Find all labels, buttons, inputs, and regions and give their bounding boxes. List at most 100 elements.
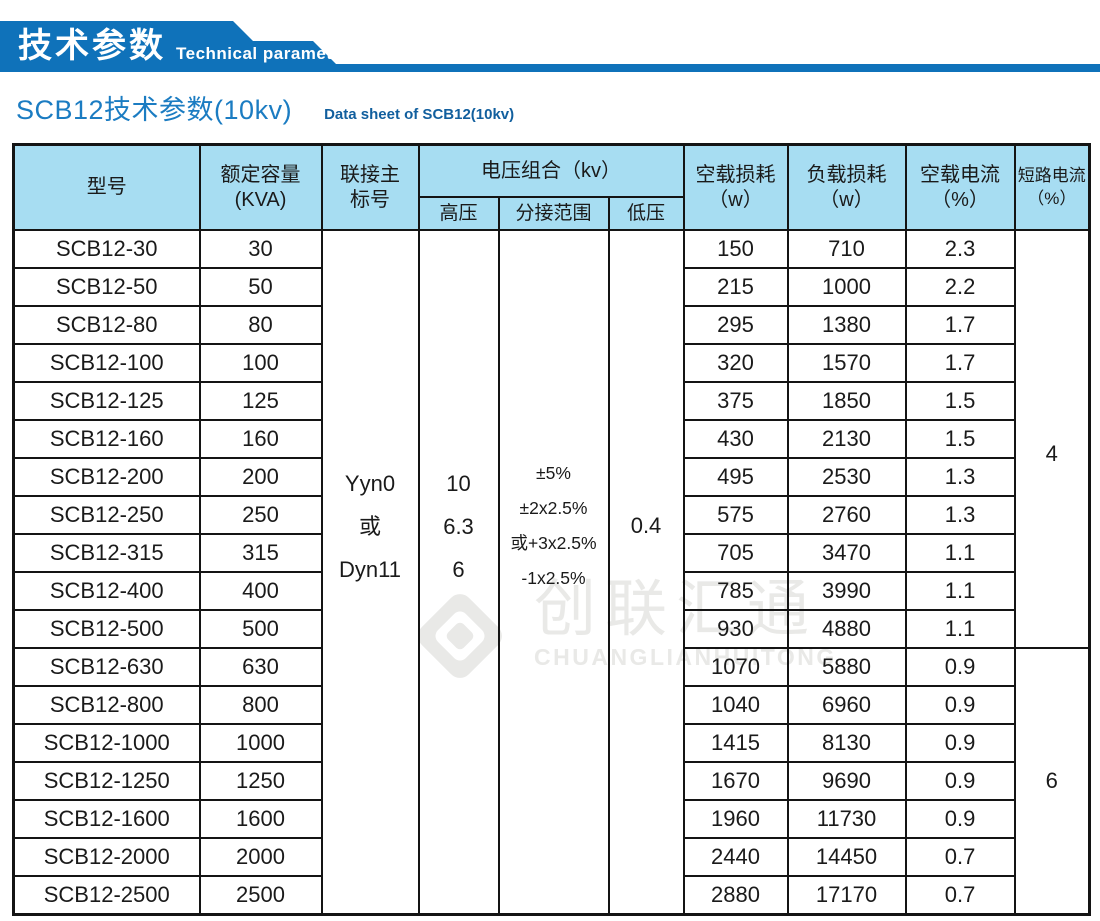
table-row: SCB12-80 80 295 1380 1.7 xyxy=(12,305,1090,345)
header-connection: 联接主 标号 xyxy=(320,143,420,231)
no-load-loss-cell: 320 xyxy=(682,343,789,383)
header-no-load-current: 空载电流 （%） xyxy=(904,143,1016,231)
no-load-loss-cell: 2440 xyxy=(682,837,789,877)
no-load-current-cell: 0.9 xyxy=(904,723,1016,763)
no-load-loss-cell: 930 xyxy=(682,609,789,649)
load-loss-cell: 14450 xyxy=(786,837,907,877)
no-load-current-cell: 1.1 xyxy=(904,571,1016,611)
no-load-loss-cell: 705 xyxy=(682,533,789,573)
no-load-current-cell: 1.3 xyxy=(904,457,1016,497)
load-loss-cell: 1380 xyxy=(786,305,907,345)
table-row: SCB12-100 100 320 1570 1.7 xyxy=(12,343,1090,383)
capacity-cell: 2000 xyxy=(198,837,323,877)
no-load-current-cell: 0.9 xyxy=(904,685,1016,725)
table-header: 型号 额定容量 (KVA) 联接主 标号 电压组合（kv） 空载损耗 （w） 负载损耗… xyxy=(12,143,1091,231)
header-short-circuit-current: 短路电流 （%） xyxy=(1013,143,1091,231)
table-row: SCB12-250 250 575 2760 1.3 xyxy=(12,495,1090,535)
model-cell: SCB12-200 xyxy=(12,457,201,497)
table-body: SCB12-30 30 Yyn0 或 Dyn11 10 6.3 6 ±5% ±2x2.5% 或+3x… xyxy=(12,229,1091,916)
connection-cell-text: Yyn0 或 Dyn11 xyxy=(339,470,401,582)
banner-ribbon xyxy=(0,21,1100,72)
no-load-current-cell: 0.9 xyxy=(904,647,1016,687)
table-row: SCB12-125 125 375 1850 1.5 xyxy=(12,381,1090,421)
capacity-cell: 500 xyxy=(198,609,323,649)
lv-cell: 0.4 xyxy=(607,229,685,916)
table-row: SCB12-1600 1600 1960 11730 0.9 xyxy=(12,799,1090,839)
load-loss-cell: 1570 xyxy=(786,343,907,383)
load-loss-cell: 2530 xyxy=(786,457,907,497)
no-load-loss-cell: 1040 xyxy=(682,685,789,725)
no-load-loss-cell: 1415 xyxy=(682,723,789,763)
banner-title-cn: 技术参数 xyxy=(18,27,166,65)
load-loss-cell: 5880 xyxy=(786,647,907,687)
load-loss-cell: 3990 xyxy=(786,571,907,611)
header-no-load-loss: 空载损耗 （w） xyxy=(682,143,789,231)
no-load-current-cell: 1.1 xyxy=(904,609,1016,649)
no-load-current-cell: 1.7 xyxy=(904,343,1016,383)
model-cell: SCB12-100 xyxy=(12,343,201,383)
short-circuit-cell: 4 xyxy=(1013,229,1091,649)
capacity-cell: 630 xyxy=(198,647,323,687)
tap-range-cell: ±5% ±2x2.5% 或+3x2.5% -1x2.5% xyxy=(497,229,610,916)
table-row: SCB12-500 500 930 4880 1.1 xyxy=(12,609,1090,649)
capacity-cell: 50 xyxy=(198,267,323,307)
capacity-cell: 160 xyxy=(198,419,323,459)
no-load-loss-cell: 495 xyxy=(682,457,789,497)
no-load-loss-cell: 2880 xyxy=(682,875,789,916)
table-row: SCB12-800 800 1040 6960 0.9 xyxy=(12,685,1090,725)
model-cell: SCB12-250 xyxy=(12,495,201,535)
hv-cell-text: 10 6.3 6 xyxy=(443,470,474,582)
capacity-cell: 1250 xyxy=(198,761,323,801)
connection-cell: Yyn0 或 Dyn11 xyxy=(320,229,420,916)
no-load-loss-cell: 375 xyxy=(682,381,789,421)
table-row: SCB12-200 200 495 2530 1.3 xyxy=(12,457,1090,497)
capacity-cell: 250 xyxy=(198,495,323,535)
capacity-cell: 1600 xyxy=(198,799,323,839)
tap-range-cell-text: ±5% ±2x2.5% 或+3x2.5% -1x2.5% xyxy=(510,463,597,588)
load-loss-cell: 9690 xyxy=(786,761,907,801)
table-row: SCB12-1250 1250 1670 9690 0.9 xyxy=(12,761,1090,801)
table-row: SCB12-400 400 785 3990 1.1 xyxy=(12,571,1090,611)
no-load-loss-cell: 295 xyxy=(682,305,789,345)
model-cell: SCB12-30 xyxy=(12,229,201,269)
no-load-loss-cell: 575 xyxy=(682,495,789,535)
no-load-current-cell: 1.5 xyxy=(904,419,1016,459)
model-cell: SCB12-80 xyxy=(12,305,201,345)
short-circuit-cell: 6 xyxy=(1013,647,1091,916)
no-load-loss-cell: 1670 xyxy=(682,761,789,801)
no-load-loss-cell: 430 xyxy=(682,419,789,459)
load-loss-cell: 710 xyxy=(786,229,907,269)
load-loss-cell: 4880 xyxy=(786,609,907,649)
no-load-current-cell: 1.1 xyxy=(904,533,1016,573)
model-cell: SCB12-1000 xyxy=(12,723,201,763)
page-title-cn: SCB12技术参数(10kv) xyxy=(16,95,293,125)
load-loss-cell: 3470 xyxy=(786,533,907,573)
no-load-loss-cell: 1070 xyxy=(682,647,789,687)
model-cell: SCB12-400 xyxy=(12,571,201,611)
no-load-current-cell: 0.9 xyxy=(904,799,1016,839)
no-load-current-cell: 2.2 xyxy=(904,267,1016,307)
capacity-cell: 100 xyxy=(198,343,323,383)
header-lv: 低压 xyxy=(607,196,685,231)
header-voltage-group: 电压组合（kv） xyxy=(417,143,685,198)
load-loss-cell: 8130 xyxy=(786,723,907,763)
no-load-loss-cell: 785 xyxy=(682,571,789,611)
capacity-cell: 800 xyxy=(198,685,323,725)
no-load-current-cell: 0.7 xyxy=(904,875,1016,916)
capacity-cell: 1000 xyxy=(198,723,323,763)
page-title-en: Data sheet of SCB12(10kv) xyxy=(324,106,515,123)
no-load-current-cell: 1.7 xyxy=(904,305,1016,345)
load-loss-cell: 1850 xyxy=(786,381,907,421)
model-cell: SCB12-2000 xyxy=(12,837,201,877)
page-title: SCB12技术参数(10kv) Data sheet of SCB12(10kv) xyxy=(16,88,514,127)
capacity-cell: 125 xyxy=(198,381,323,421)
table-row: SCB12-1000 1000 1415 8130 0.9 xyxy=(12,723,1090,763)
model-cell: SCB12-500 xyxy=(12,609,201,649)
no-load-loss-cell: 1960 xyxy=(682,799,789,839)
table-row: SCB12-2000 2000 2440 14450 0.7 xyxy=(12,837,1090,877)
model-cell: SCB12-50 xyxy=(12,267,201,307)
model-cell: SCB12-160 xyxy=(12,419,201,459)
capacity-cell: 200 xyxy=(198,457,323,497)
capacity-cell: 80 xyxy=(198,305,323,345)
